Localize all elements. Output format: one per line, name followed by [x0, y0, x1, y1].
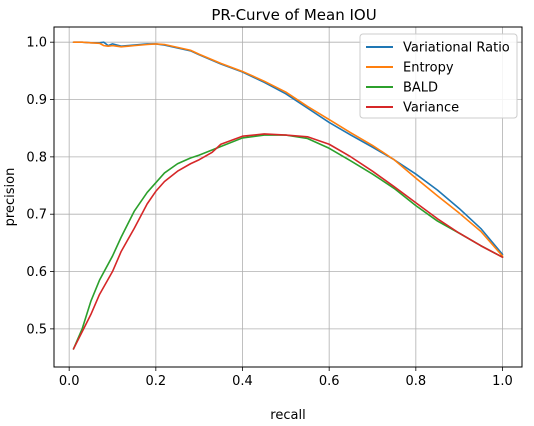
y-tick-label: 0.6	[26, 265, 47, 280]
series-line-bald	[72, 134, 504, 350]
legend-label-variational-ratio: Variational Ratio	[403, 41, 510, 56]
legend: Variational Ratio Entropy BALD Variance	[359, 33, 518, 119]
x-tick-label: 1.0	[492, 374, 513, 389]
chart-title: PR-Curve of Mean IOU	[211, 6, 376, 24]
y-tick-label: 0.8	[26, 150, 47, 165]
legend-box	[359, 33, 518, 119]
legend-label-variance: Variance	[403, 101, 459, 116]
y-tick-label: 1.0	[26, 36, 47, 51]
x-tick-label: 0.4	[232, 374, 253, 389]
x-axis-label: recall	[270, 408, 305, 423]
y-tick-label: 0.5	[26, 322, 47, 337]
y-axis-label: precision	[3, 168, 18, 227]
legend-label-bald: BALD	[403, 81, 438, 96]
plot-frame	[53, 26, 523, 368]
series-lines	[72, 41, 504, 350]
y-tick-label: 0.7	[26, 208, 47, 223]
series-line-variance	[72, 133, 504, 350]
x-tick-label: 0.0	[59, 374, 80, 389]
series-line-entropy	[72, 41, 504, 257]
legend-label-entropy: Entropy	[403, 61, 454, 76]
x-tick-label: 0.6	[319, 374, 340, 389]
y-tick-label: 0.9	[26, 93, 47, 108]
x-tick-label: 0.2	[145, 374, 166, 389]
x-tick-label: 0.8	[405, 374, 426, 389]
axis-ticks: 0.0 0.2 0.4 0.6 0.8 1.0 0.5 0.6 0.7 0.8 0.9 1.0	[26, 36, 513, 389]
